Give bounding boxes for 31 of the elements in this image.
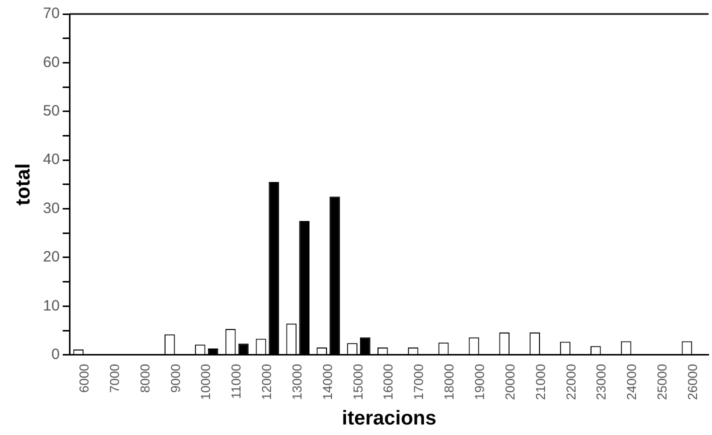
- y-tick-label: 60: [42, 54, 60, 71]
- x-tick-label: 26000: [684, 364, 700, 400]
- x-tick-label: 12000: [259, 364, 274, 400]
- x-tick-label: 15000: [350, 364, 366, 400]
- y-tick-label: 40: [42, 151, 60, 168]
- x-tick-label: 14000: [320, 364, 335, 400]
- y-tick-label: 0: [51, 346, 60, 363]
- x-tick-label: 18000: [442, 364, 457, 400]
- x-tick-label: 20000: [502, 364, 518, 400]
- x-tick-label: 8000: [137, 364, 152, 393]
- y-tick-label: 10: [42, 297, 60, 314]
- y-tick-label: 20: [42, 248, 60, 266]
- x-axis-title: iteracions: [342, 408, 436, 430]
- y-tick-label: 30: [42, 200, 60, 217]
- y-tick-label: 50: [42, 102, 60, 120]
- x-tick-label: 13000: [289, 364, 304, 400]
- x-tick-label: 6000: [76, 364, 92, 393]
- x-tick-label: 11000: [228, 364, 244, 400]
- x-tick-label: 7000: [106, 364, 122, 393]
- y-tick-label: 70: [42, 5, 60, 22]
- x-tick-label: 19000: [472, 364, 487, 400]
- x-tick-label: 9000: [168, 364, 183, 393]
- x-tick-label: 22000: [563, 364, 578, 400]
- x-tick-label: 16000: [380, 364, 396, 400]
- x-tick-label: 17000: [411, 364, 426, 400]
- x-tick-label: 25000: [654, 364, 670, 400]
- y-axis-title: total: [12, 163, 35, 206]
- x-tick-label: 24000: [624, 364, 640, 400]
- x-tick-label: 23000: [594, 364, 609, 400]
- x-tick-label: 10000: [198, 364, 214, 400]
- x-tick-label: 21000: [532, 364, 548, 400]
